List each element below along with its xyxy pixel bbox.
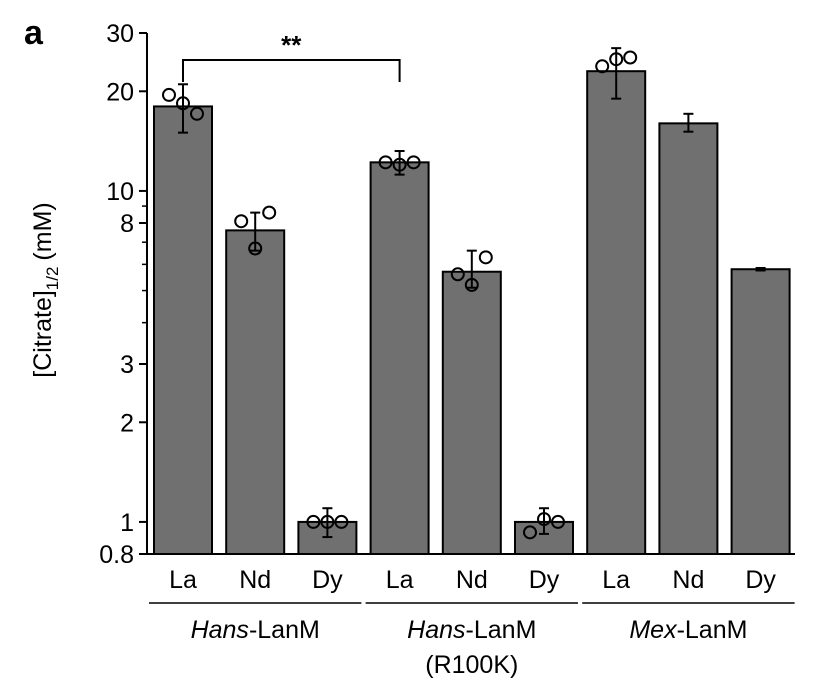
y-axis-title: [Citrate]1/2 (mM) [29,202,62,377]
data-point [306,514,321,529]
data-point [176,96,190,111]
significance-bracket [182,59,401,82]
bar [441,270,502,555]
data-point [190,106,204,121]
group-label-italic: Hans [407,616,465,644]
group-label: Mex-LanM [629,616,747,644]
bar [730,268,791,555]
data-point [464,277,479,292]
group-label: Hans-LanM [191,616,320,644]
y-axis-label: [Citrate] [29,290,57,378]
x-tick-label: Dy [529,566,560,594]
y-tick-label: 0.8 [99,541,134,569]
y-axis-label-unit: (mM) [29,202,57,260]
bar [586,70,647,555]
significance-label: ** [281,30,302,60]
y-tick-label: 2 [120,409,134,437]
bar [153,105,213,555]
y-axis-label-subscript: 1/2 [43,267,62,291]
x-tick-label: Nd [672,566,704,594]
y-tick-label: 1 [120,509,134,537]
group-label-italic: Mex [629,616,678,644]
x-tick-label: La [169,566,197,594]
group-label-rest: -LanM [677,616,748,644]
y-tick-label: 8 [120,210,134,238]
data-point [406,155,421,170]
data-point [262,205,277,220]
data-point [537,512,551,527]
x-tick-label: Nd [456,566,488,594]
panel-label: a [24,14,44,52]
x-tick-label: Dy [312,566,343,594]
bar [369,161,430,556]
data-point [334,514,349,529]
y-tick-label: 20 [106,78,134,106]
x-tick-label: La [602,566,630,594]
svg-text:[Citrate]1/2(mM): [Citrate]1/2 (mM) [29,202,62,377]
data-point [609,52,624,67]
y-tick-label: 3 [120,351,134,379]
data-point [320,514,335,529]
data-point [523,525,537,540]
group-label: Hans-LanM [407,616,536,644]
bar [225,229,286,555]
data-point [162,87,176,102]
group-label-line2: (R100K) [425,651,518,679]
group-label-rest: -LanM [249,616,320,644]
y-tick-label: 30 [106,20,134,48]
bar [658,122,719,555]
data-point [551,514,565,529]
x-tick-label: Nd [239,566,271,594]
data-point [478,250,493,265]
data-point [248,241,263,256]
data-point [378,155,393,170]
data-point [450,267,465,282]
data-point [595,59,610,74]
x-tick-label: Dy [745,566,776,594]
group-label-rest: -LanM [466,616,537,644]
data-point [234,214,249,229]
data-point [392,157,407,172]
y-tick-label: 10 [106,178,134,206]
group-label-italic: Hans [191,616,249,644]
data-point [623,50,638,65]
x-tick-label: La [386,566,414,594]
